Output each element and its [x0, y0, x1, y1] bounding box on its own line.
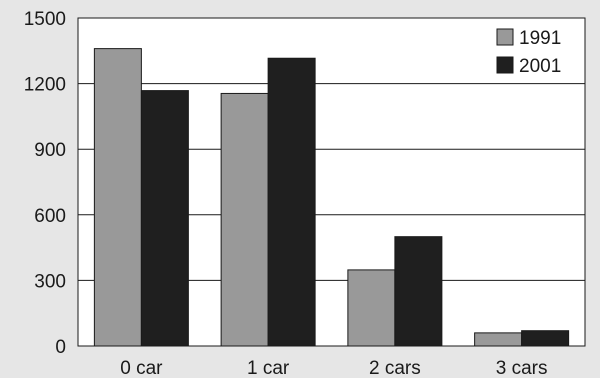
- x-axis-tick-labels: 0 car 1 car 2 cars 3 cars: [120, 358, 547, 378]
- bar-1991-1-car: [220, 92, 269, 347]
- y-tick-label: 300: [34, 271, 66, 292]
- legend-swatch-2001: [496, 56, 514, 74]
- x-tick-label: 3 cars: [496, 358, 548, 378]
- y-tick-label: 1200: [24, 75, 66, 96]
- y-tick-label: 900: [34, 140, 66, 161]
- bar-2001-0-car: [140, 90, 189, 347]
- y-tick-label: 0: [55, 337, 66, 358]
- legend-swatch-1991: [496, 28, 514, 46]
- bars: [93, 48, 570, 347]
- bar-2001-2-cars: [394, 236, 443, 347]
- y-tick-label: 600: [34, 206, 66, 227]
- x-tick-label: 2 cars: [369, 358, 421, 378]
- bar-2001-3-cars: [521, 330, 570, 347]
- x-tick-label: 1 car: [247, 358, 290, 378]
- legend: 1991 2001: [496, 28, 561, 77]
- bar-1991-2-cars: [347, 269, 396, 347]
- bar-1991-3-cars: [474, 332, 523, 347]
- legend-label-1991: 1991: [519, 28, 561, 49]
- y-tick-label: 1500: [24, 9, 66, 30]
- x-tick-label: 0 car: [120, 358, 163, 378]
- bar-2001-1-car: [267, 57, 316, 347]
- legend-label-2001: 2001: [519, 56, 561, 77]
- y-axis-tick-labels: 0 300 600 900 1200 1500: [24, 9, 66, 358]
- bar-1991-0-car: [93, 48, 142, 347]
